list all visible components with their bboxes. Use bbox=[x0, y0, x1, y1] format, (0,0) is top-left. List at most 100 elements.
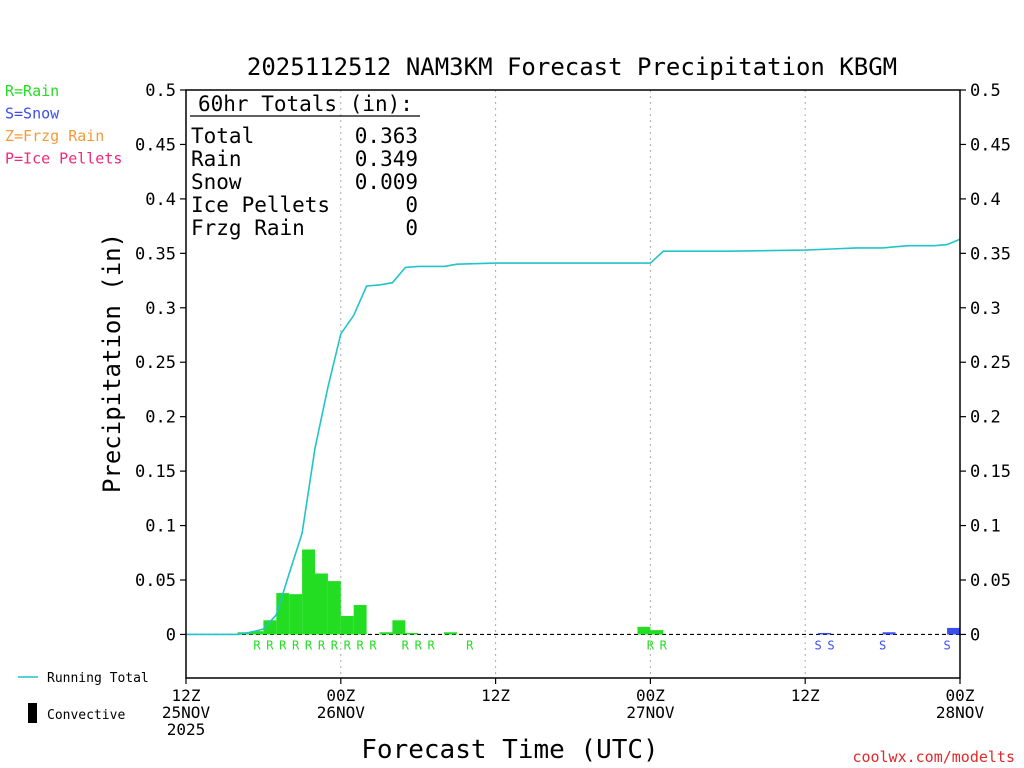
precip-bar bbox=[444, 632, 457, 635]
precip-bar bbox=[327, 581, 341, 635]
totals-row-value: 0.009 bbox=[355, 170, 418, 194]
y-tick-label-right: 0.05 bbox=[970, 571, 1011, 591]
y-tick-label-left: 0.35 bbox=[135, 244, 176, 264]
y-tick-label-left: 0.1 bbox=[145, 517, 176, 537]
totals-row-value: 0.349 bbox=[355, 147, 418, 171]
precip-type-marker: R bbox=[357, 638, 365, 652]
precip-type-marker: S bbox=[814, 638, 821, 652]
totals-row-label: Total bbox=[191, 124, 254, 148]
x-tick-label: 00Z bbox=[326, 686, 355, 705]
precip-bar bbox=[392, 620, 406, 635]
type-legend-entry: Z=Frzg Rain bbox=[5, 127, 104, 145]
x-axis-label: Forecast Time (UTC) bbox=[361, 735, 658, 765]
type-legend-entry: R=Rain bbox=[5, 82, 59, 100]
totals-row-label: Rain bbox=[191, 147, 242, 171]
x-tick-label: 25NOV bbox=[162, 703, 211, 722]
precip-type-marker: R bbox=[279, 638, 287, 652]
y-tick-label-left: 0.25 bbox=[135, 353, 176, 373]
precip-bar bbox=[882, 632, 896, 635]
y-tick-label-left: 0.3 bbox=[145, 299, 176, 319]
y-tick-label-left: 0.2 bbox=[145, 408, 176, 428]
y-tick-label-right: 0 bbox=[970, 625, 980, 645]
x-tick-label: 00Z bbox=[636, 686, 665, 705]
precip-bar bbox=[302, 549, 315, 635]
precip-type-marker: R bbox=[292, 638, 300, 652]
bottom-legend: Running Total Convective bbox=[18, 671, 149, 723]
precip-type-marker: R bbox=[466, 638, 474, 652]
precip-bar bbox=[340, 615, 354, 635]
x-tick-label: 27NOV bbox=[626, 703, 675, 722]
x-tick-label: 12Z bbox=[791, 686, 820, 705]
y-tick-label-right: 0.45 bbox=[970, 135, 1011, 155]
precip-type-marker: R bbox=[415, 638, 423, 652]
y-tick-label-right: 0.25 bbox=[970, 353, 1011, 373]
precip-bar bbox=[947, 627, 960, 635]
precip-type-marker: R bbox=[369, 638, 377, 652]
precip-type-marker: R bbox=[660, 638, 668, 652]
plot-frame bbox=[185, 89, 961, 679]
precip-bar bbox=[276, 593, 290, 635]
y-tick-label-right: 0.4 bbox=[970, 190, 1001, 210]
precip-bar bbox=[405, 632, 419, 635]
precip-bar bbox=[250, 631, 264, 635]
totals-row-label: Ice Pellets bbox=[191, 193, 330, 217]
credit-text: coolwx.com/modelts bbox=[852, 748, 1015, 766]
running-total-group bbox=[186, 238, 961, 636]
gridlines bbox=[340, 90, 806, 678]
precip-bar bbox=[379, 632, 393, 635]
x-tick-label: 2025 bbox=[167, 720, 206, 739]
precip-type-marker: R bbox=[402, 638, 410, 652]
precip-bar bbox=[315, 573, 328, 635]
y-tick-label-right: 0.35 bbox=[970, 244, 1011, 264]
precip-bar bbox=[263, 620, 277, 635]
y-tick-label-left: 0.05 bbox=[135, 571, 176, 591]
precip-type-marker: R bbox=[305, 638, 313, 652]
y-tick-label-right: 0.3 bbox=[970, 299, 1001, 319]
y-tick-label-right: 0.2 bbox=[970, 408, 1001, 428]
running-total-line bbox=[186, 238, 961, 636]
x-tick-label: 12Z bbox=[172, 686, 201, 705]
axes: 0 00.05 0.050.1 0.10.15 0.150.2 0.20.25 0.250.… bbox=[135, 81, 1011, 739]
x-tick-label: 28NOV bbox=[936, 703, 985, 722]
y-tick-label-left: 0.4 bbox=[145, 190, 176, 210]
precip-bars bbox=[237, 549, 960, 635]
x-tick-label: 26NOV bbox=[317, 703, 366, 722]
x-tick-label: 00Z bbox=[946, 686, 975, 705]
totals-row-label: Frzg Rain bbox=[191, 216, 305, 240]
totals-box: 60hr Totals (in): Total 0.363 Rain 0.349 Snow… bbox=[190, 92, 420, 240]
y-tick-label-left: 0.5 bbox=[145, 81, 176, 101]
totals-row-label: Snow bbox=[191, 170, 242, 194]
y-tick-label-left: 0.15 bbox=[135, 462, 176, 482]
convective-legend-label: Convective bbox=[47, 708, 125, 723]
precip-type-marker: R bbox=[253, 638, 261, 652]
precip-type-marker: S bbox=[827, 638, 834, 652]
x-tick-label: 12Z bbox=[481, 686, 510, 705]
running-total-legend-label: Running Total bbox=[47, 671, 149, 686]
precip-bar bbox=[289, 594, 303, 635]
precip-bar bbox=[650, 630, 664, 635]
totals-row-value: 0 bbox=[405, 216, 418, 240]
y-tick-label-left: 0.45 bbox=[135, 135, 176, 155]
totals-row-value: 0.363 bbox=[355, 124, 418, 148]
y-tick-label-right: 0.5 bbox=[970, 81, 1001, 101]
totals-row-value: 0 bbox=[405, 193, 418, 217]
y-axis-label: Precipitation (in) bbox=[98, 233, 126, 493]
precip-bar bbox=[353, 605, 367, 635]
precip-type-legend: R=Rain S=Snow Z=Frzg Rain P=Ice Pellets bbox=[5, 82, 122, 168]
precip-bar bbox=[637, 626, 651, 635]
precip-type-marker: R bbox=[266, 638, 274, 652]
type-legend-entry: P=Ice Pellets bbox=[5, 150, 122, 168]
y-tick-label-right: 0.15 bbox=[970, 462, 1011, 482]
convective-swatch bbox=[28, 703, 37, 723]
y-tick-label-left: 0 bbox=[166, 625, 176, 645]
precip-type-marker: R bbox=[427, 638, 435, 652]
precip-type-marker: R bbox=[318, 638, 326, 652]
precip-type-marker: S bbox=[879, 638, 886, 652]
precip-type-marker: R bbox=[344, 638, 352, 652]
precip-type-marker: R bbox=[647, 638, 655, 652]
chart-title: 2025112512 NAM3KM Forecast Precipitation… bbox=[247, 53, 897, 81]
precip-type-marker: R bbox=[331, 638, 339, 652]
type-legend-entry: S=Snow bbox=[5, 105, 60, 123]
